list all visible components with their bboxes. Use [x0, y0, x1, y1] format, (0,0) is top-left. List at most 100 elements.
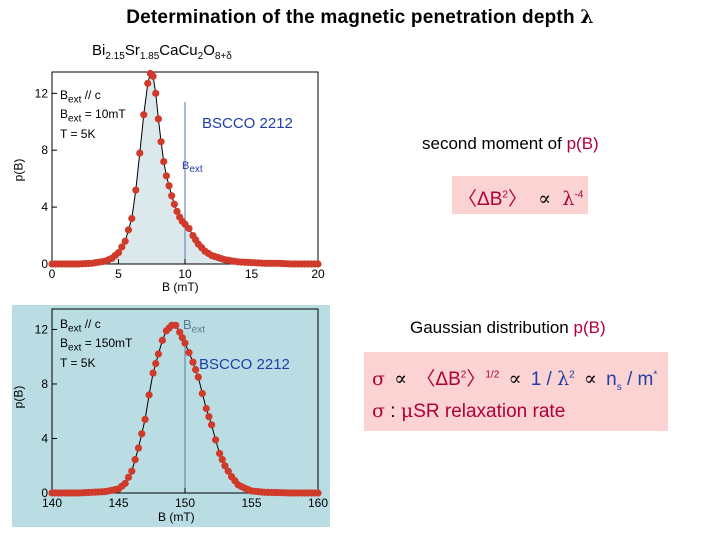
y-tick-label: 8	[41, 377, 48, 391]
data-point	[189, 358, 197, 366]
bottom-chart: 140 145 150 155 160 0 4 8 12	[35, 308, 328, 510]
x-tick-label: 150	[175, 496, 195, 510]
formula-sub: 2	[197, 51, 204, 62]
x-tick-label: 5	[115, 267, 122, 281]
top-legend: Bext // c Bext = 10mT T = 5K	[60, 88, 126, 141]
data-point	[140, 111, 148, 119]
data-point	[205, 413, 213, 421]
x-tick-label: 10	[178, 267, 192, 281]
y-tick-label: 4	[41, 200, 48, 214]
bottom-bext-label: Bext	[183, 317, 206, 336]
x-tick-label: 140	[42, 496, 62, 510]
data-point	[168, 192, 176, 200]
gaussian-label: Gaussian distribution p(B)	[410, 318, 606, 337]
bottom-x-label: B (mT)	[158, 510, 195, 524]
data-point	[131, 456, 139, 464]
formula-part: Sr	[124, 42, 140, 59]
data-point	[134, 444, 143, 452]
formula-part: CaCu	[159, 42, 198, 59]
data-point	[173, 207, 181, 215]
data-point	[124, 226, 133, 234]
data-point	[152, 89, 160, 97]
x-tick-label: 0	[49, 267, 56, 281]
x-tick-label: 15	[245, 267, 259, 281]
data-point	[170, 200, 178, 208]
formula-part: O	[203, 42, 215, 59]
data-point	[124, 473, 133, 481]
data-point	[176, 328, 184, 336]
data-point	[208, 421, 216, 429]
data-point	[128, 214, 136, 223]
data-point	[121, 479, 129, 488]
data-point	[160, 158, 168, 166]
data-point	[165, 182, 173, 190]
formula-sub: 1.85	[139, 51, 160, 62]
data-point	[224, 467, 232, 475]
bottom-sample-label: BSCCO 2212	[199, 356, 290, 373]
data-point	[185, 349, 193, 357]
data-point	[154, 115, 162, 123]
data-point	[136, 149, 144, 157]
data-point	[185, 224, 193, 233]
data-point	[158, 336, 166, 344]
second-moment-label: second moment of p(B)	[422, 134, 599, 153]
data-point	[218, 456, 226, 464]
data-point	[198, 389, 206, 398]
data-point	[162, 172, 170, 180]
title-text: Determination of the magnetic penetratio…	[126, 7, 575, 28]
data-point	[144, 79, 152, 87]
data-point	[118, 243, 126, 251]
lambda-symbol: λ	[580, 6, 594, 28]
data-point	[202, 404, 210, 413]
x-tick-label: 160	[308, 496, 328, 510]
data-point	[172, 321, 180, 329]
data-point	[114, 249, 123, 257]
data-point	[178, 334, 186, 342]
data-point	[211, 436, 220, 444]
data-point	[132, 186, 140, 194]
data-point	[181, 339, 189, 347]
top-bext-label: Bext	[182, 160, 203, 176]
data-point	[192, 366, 200, 374]
formula-line-1: σ ∝ 〈ΔB2〉1/2 ∝ 1 / λ2 ∝ ns / m*	[372, 368, 658, 393]
bottom-plot-panel: 140 145 150 155 160 0 4 8 12 Bext // c Bext = 15…	[11, 305, 330, 527]
data-point	[157, 138, 165, 146]
top-sample-label: BSCCO 2212	[202, 115, 293, 132]
top-y-label: p(B)	[11, 158, 26, 182]
x-tick-label: 145	[108, 496, 128, 510]
formula-sub: 2.15	[105, 51, 125, 62]
data-point	[149, 369, 157, 377]
data-point	[194, 373, 202, 381]
formula-sub: 8+δ	[214, 51, 232, 62]
y-tick-label: 12	[35, 86, 49, 100]
slide-title: Determination of the magnetic penetratio…	[0, 6, 720, 29]
data-point	[314, 260, 322, 268]
formula-part: Bi	[92, 42, 106, 59]
y-tick-label: 0	[41, 486, 48, 500]
x-tick-label: 155	[241, 496, 261, 510]
data-point	[141, 415, 149, 423]
top-chart: 0 5 10 15 20 0 4 8 12	[35, 69, 325, 281]
formula-line-2: σ : μSR relaxation rate	[372, 400, 566, 422]
x-tick-label: 20	[311, 267, 325, 281]
bottom-y-label: p(B)	[11, 385, 26, 409]
data-point	[154, 350, 162, 358]
data-point	[138, 430, 146, 438]
top-x-label: B (mT)	[162, 280, 199, 294]
y-tick-label: 0	[41, 257, 48, 271]
data-point	[152, 359, 160, 368]
data-point	[215, 449, 224, 458]
top-plot-panel: 0 5 10 15 20 0 4 8 12 Bext // c Bext = 10mT T = …	[11, 68, 332, 300]
formula-box-1: 〈ΔB2〉 ∝ λ-4	[452, 176, 588, 214]
y-tick-label: 4	[41, 431, 48, 445]
data-point	[145, 391, 153, 399]
data-point	[221, 462, 229, 470]
bottom-legend: Bext // c Bext = 150mT T = 5K	[60, 317, 133, 370]
data-point	[128, 467, 136, 475]
y-tick-label: 8	[41, 143, 48, 157]
data-point	[149, 72, 157, 80]
data-point	[314, 489, 322, 497]
formula-box-2: σ ∝ 〈ΔB2〉1/2 ∝ 1 / λ2 ∝ ns / m* σ : μSR …	[364, 352, 668, 431]
data-point	[121, 237, 129, 245]
y-tick-label: 12	[35, 322, 49, 336]
